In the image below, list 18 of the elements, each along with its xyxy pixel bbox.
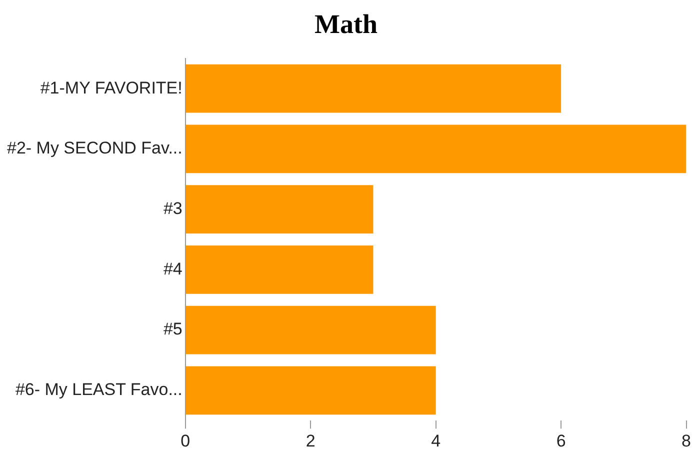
chart-title: Math	[314, 9, 378, 40]
x-tick-label: 0	[180, 431, 190, 450]
bar	[186, 124, 686, 174]
bar	[186, 246, 374, 294]
y-tick-label: #3	[163, 199, 182, 218]
bar	[186, 64, 562, 113]
y-tick-label: #6- My LEAST Favo...	[15, 380, 182, 400]
y-tick-label: #1-MY FAVORITE!	[40, 78, 182, 98]
x-tick-label: 6	[556, 431, 566, 450]
x-tick-label: 2	[306, 431, 316, 450]
bar	[186, 185, 374, 234]
x-tick-label: 4	[431, 431, 441, 450]
y-tick-label: #4	[163, 259, 182, 278]
x-tick-label: 8	[682, 431, 692, 450]
y-tick-label: #2- My SECOND Fav...	[6, 138, 182, 158]
bar	[186, 306, 436, 354]
bar	[186, 366, 436, 415]
y-tick-label: #5	[163, 320, 182, 339]
